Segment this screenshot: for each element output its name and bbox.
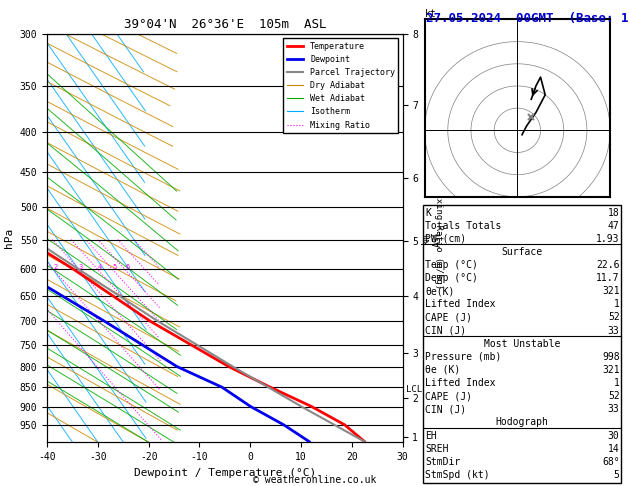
Text: 321: 321 <box>602 365 620 375</box>
Text: CAPE (J): CAPE (J) <box>425 312 472 323</box>
Text: CAPE (J): CAPE (J) <box>425 391 472 401</box>
Y-axis label: hPa: hPa <box>4 228 14 248</box>
Text: Pressure (mb): Pressure (mb) <box>425 352 501 362</box>
Text: 321: 321 <box>602 286 620 296</box>
Text: CIN (J): CIN (J) <box>425 404 466 415</box>
Text: 4: 4 <box>97 264 102 270</box>
Text: Dewp (°C): Dewp (°C) <box>425 273 478 283</box>
Text: 33: 33 <box>608 326 620 336</box>
Text: 2: 2 <box>53 264 58 270</box>
Text: 18: 18 <box>608 208 620 218</box>
Text: 22.6: 22.6 <box>596 260 620 270</box>
Text: © weatheronline.co.uk: © weatheronline.co.uk <box>253 475 376 485</box>
Text: StmDir: StmDir <box>425 457 460 467</box>
Text: 47: 47 <box>608 221 620 231</box>
Text: Surface: Surface <box>501 247 543 257</box>
Text: kt: kt <box>425 9 437 18</box>
Text: 52: 52 <box>608 391 620 401</box>
Text: Lifted Index: Lifted Index <box>425 299 496 310</box>
Text: Most Unstable: Most Unstable <box>484 339 560 349</box>
Text: 3: 3 <box>79 264 83 270</box>
Text: 27.05.2024  00GMT  (Base: 18): 27.05.2024 00GMT (Base: 18) <box>426 12 629 25</box>
Text: 6: 6 <box>125 264 130 270</box>
Y-axis label: km
ASL: km ASL <box>421 229 443 247</box>
Text: StmSpd (kt): StmSpd (kt) <box>425 470 490 480</box>
Text: 68°: 68° <box>602 457 620 467</box>
Text: 5: 5 <box>614 470 620 480</box>
Text: Hodograph: Hodograph <box>496 417 548 428</box>
Title: 39°04'N  26°36'E  105m  ASL: 39°04'N 26°36'E 105m ASL <box>124 18 326 32</box>
Text: LCL: LCL <box>406 384 422 394</box>
Text: θe(K): θe(K) <box>425 286 455 296</box>
Text: CIN (J): CIN (J) <box>425 326 466 336</box>
Text: 30: 30 <box>608 431 620 441</box>
Text: 14: 14 <box>608 444 620 454</box>
Legend: Temperature, Dewpoint, Parcel Trajectory, Dry Adiabat, Wet Adiabat, Isotherm, Mi: Temperature, Dewpoint, Parcel Trajectory… <box>284 38 398 133</box>
Text: PW (cm): PW (cm) <box>425 234 466 244</box>
Text: 11.7: 11.7 <box>596 273 620 283</box>
Text: EH: EH <box>425 431 437 441</box>
Text: 998: 998 <box>602 352 620 362</box>
Text: 33: 33 <box>608 404 620 415</box>
Text: SREH: SREH <box>425 444 448 454</box>
Text: 5: 5 <box>113 264 117 270</box>
X-axis label: Dewpoint / Temperature (°C): Dewpoint / Temperature (°C) <box>134 468 316 478</box>
Text: K: K <box>425 208 431 218</box>
Text: Temp (°C): Temp (°C) <box>425 260 478 270</box>
Text: Mixing Ratio (g/kg): Mixing Ratio (g/kg) <box>433 187 443 289</box>
Text: 1: 1 <box>614 299 620 310</box>
Text: θe (K): θe (K) <box>425 365 460 375</box>
Text: Lifted Index: Lifted Index <box>425 378 496 388</box>
Text: Totals Totals: Totals Totals <box>425 221 501 231</box>
Text: 52: 52 <box>608 312 620 323</box>
Text: 1.93: 1.93 <box>596 234 620 244</box>
Text: 1: 1 <box>614 378 620 388</box>
